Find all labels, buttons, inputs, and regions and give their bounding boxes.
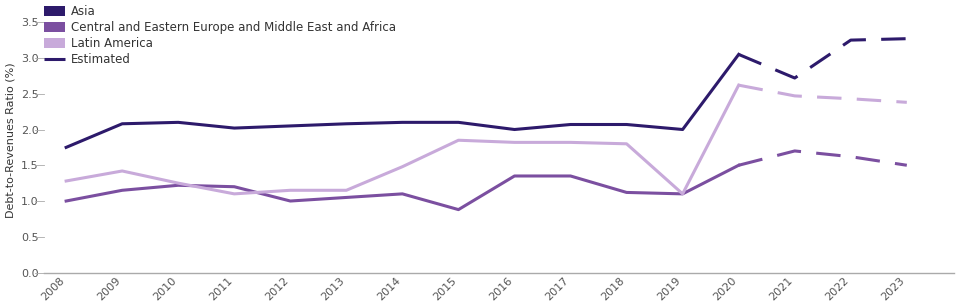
Y-axis label: Debt-to-Revenues Ratio (%): Debt-to-Revenues Ratio (%) — [6, 63, 15, 218]
Legend: Asia, Central and Eastern Europe and Middle East and Africa, Latin America, Esti: Asia, Central and Eastern Europe and Mid… — [44, 5, 396, 66]
